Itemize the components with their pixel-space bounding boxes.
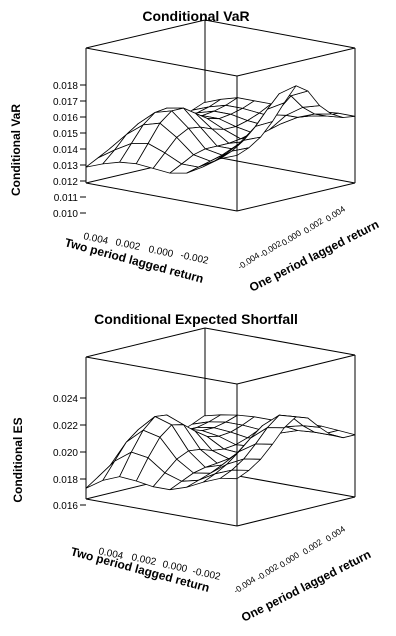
- z-tick-label: 0.013: [53, 161, 78, 172]
- y-tick-label: 0.004: [324, 204, 348, 224]
- x-tick-label: 0.002: [114, 237, 141, 253]
- z-tick-label: 0.020: [53, 448, 78, 459]
- z-tick-label: 0.010: [53, 209, 78, 220]
- y-tick-label: -0.002: [255, 561, 281, 583]
- y-tick-label: 0.000: [280, 228, 304, 248]
- z-tick-label: 0.022: [53, 421, 78, 432]
- z-tick-label: 0.018: [53, 475, 78, 486]
- x-axis-ticks: 0.004 0.002 0.000 -0.002: [82, 231, 209, 267]
- surface-facet: [219, 469, 250, 480]
- z-tick-label: 0.024: [53, 394, 78, 405]
- z-tick-label: 0.016: [53, 501, 78, 512]
- surface-mesh: [85, 85, 356, 174]
- x-tick-label: 0.004: [82, 231, 109, 247]
- y-tick-label: -0.004: [232, 574, 258, 596]
- z-tick-label: 0.018: [53, 81, 78, 92]
- x-tick-label: -0.002: [179, 250, 209, 267]
- chart-conditional-es: Conditional Expected Shortfall 0.016: [11, 311, 373, 625]
- x-tick-label: 0.002: [130, 552, 157, 568]
- z-axis-ticks: 0.016 0.018 0.020 0.022 0.024: [53, 394, 86, 512]
- y-tick-label: 0.002: [301, 537, 325, 557]
- y-tick-label: -0.004: [236, 250, 262, 272]
- box-front-edges: [85, 47, 356, 212]
- z-axis-label: Conditional VaR: [9, 104, 23, 196]
- z-tick-label: 0.014: [53, 145, 78, 156]
- x-tick-label: 0.000: [147, 244, 174, 260]
- chart-title: Conditional VaR: [142, 8, 249, 24]
- y-tick-label: 0.004: [324, 524, 348, 544]
- surface-facet: [219, 147, 250, 160]
- x-axis-label: Two period lagged return: [69, 544, 211, 595]
- x-tick-label: 0.000: [161, 559, 188, 575]
- chart-title: Conditional Expected Shortfall: [94, 311, 298, 327]
- y-tick-label: 0.000: [278, 550, 302, 570]
- y-tick-label: -0.002: [258, 238, 284, 260]
- z-tick-label: 0.015: [53, 129, 78, 140]
- z-tick-label: 0.016: [53, 113, 78, 124]
- x-axis-ticks: 0.004 0.002 0.000 -0.002: [97, 546, 221, 583]
- z-tick-label: 0.012: [53, 177, 78, 188]
- z-tick-label: 0.011: [54, 193, 79, 204]
- z-axis-label: Conditional ES: [11, 417, 25, 502]
- z-axis-ticks: 0.010 0.011 0.012 0.013 0.014 0.015 0.01…: [53, 81, 86, 220]
- x-tick-label: 0.004: [97, 546, 124, 562]
- surface-mesh: [85, 414, 356, 491]
- box-front-edges: [85, 354, 356, 527]
- y-tick-label: 0.002: [302, 216, 326, 236]
- z-tick-label: 0.017: [53, 97, 78, 108]
- y-axis-label: One period lagged return: [239, 547, 373, 625]
- chart-conditional-var: Conditional VaR: [9, 8, 381, 295]
- y-axis-ticks: -0.004 -0.002 0.000 0.002 0.004: [232, 524, 348, 596]
